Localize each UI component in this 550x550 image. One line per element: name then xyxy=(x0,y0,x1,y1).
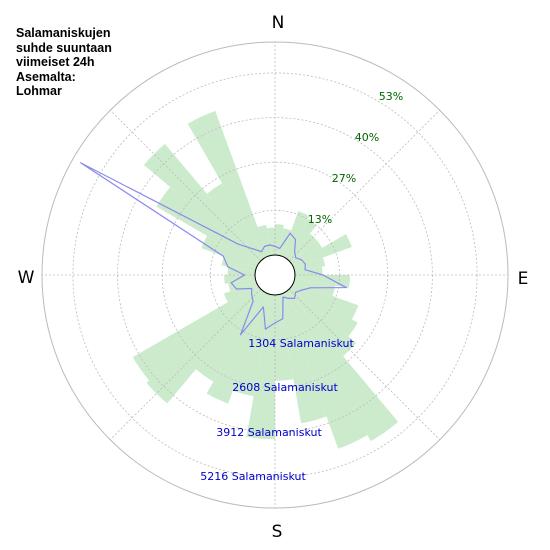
strike-point xyxy=(293,297,296,299)
strike-point xyxy=(251,287,253,290)
strike-point xyxy=(263,245,266,247)
grid-spoke xyxy=(109,288,262,441)
rose-sector xyxy=(281,211,310,258)
title-line: viimeiset 24h xyxy=(16,55,95,69)
rose-sector xyxy=(156,187,260,265)
strike-point xyxy=(279,247,281,250)
strike-point xyxy=(282,296,284,298)
rose-sector xyxy=(294,275,350,289)
strike-point xyxy=(237,243,239,245)
rose-sector xyxy=(221,256,257,272)
strike-point xyxy=(295,257,297,259)
strike-point xyxy=(243,274,246,276)
strike-point xyxy=(294,238,297,241)
title-line: Salamaniskujen xyxy=(16,26,111,40)
strike-point xyxy=(264,328,267,330)
strike-point xyxy=(251,293,253,296)
count-tick-label: 3912 Salamaniskut xyxy=(216,426,322,439)
strike-point xyxy=(227,266,229,268)
title-line: Asemalta: xyxy=(16,69,76,84)
direction-label-s: S xyxy=(272,522,283,542)
percent-tick-label: 13% xyxy=(308,213,332,226)
strike-point xyxy=(274,245,276,247)
count-tick-label: 2608 Salamaniskut xyxy=(232,381,338,394)
title-line: suhde suuntaan xyxy=(16,40,112,55)
rose-sector xyxy=(246,294,275,440)
chart-title: Salamaniskujen suhde suuntaan viimeiset … xyxy=(16,26,176,99)
strike-point xyxy=(295,291,297,293)
strike-point xyxy=(304,269,306,271)
count-tick-label: 5216 Salamaniskut xyxy=(200,470,306,483)
rose-sector xyxy=(278,293,327,424)
rose-sector xyxy=(287,287,357,357)
rose-sector xyxy=(292,234,352,269)
strike-point xyxy=(274,322,276,324)
strike-point xyxy=(262,306,264,308)
strike-point xyxy=(230,282,232,284)
strike-point xyxy=(80,162,82,164)
percent-tick-label: 53% xyxy=(379,90,403,103)
rose-sector xyxy=(132,285,260,381)
rose-sector xyxy=(281,292,368,449)
grid-spoke xyxy=(288,109,441,262)
strike-point xyxy=(322,274,324,276)
rose-sector xyxy=(187,110,269,258)
direction-label-w: W xyxy=(18,268,35,288)
rose-sector xyxy=(266,227,275,256)
strike-point xyxy=(239,334,242,336)
strike-point xyxy=(287,297,290,299)
grid-spoke xyxy=(109,109,262,262)
direction-label-n: N xyxy=(272,13,285,33)
strike-point xyxy=(252,248,254,250)
strike-point xyxy=(309,287,311,289)
rose-sector xyxy=(290,285,358,337)
rose-sector xyxy=(224,275,256,284)
rose-sector xyxy=(293,257,326,272)
rose-sector xyxy=(285,219,317,260)
strike-point xyxy=(300,259,302,261)
rose-sector xyxy=(201,235,258,269)
strike-point xyxy=(304,263,306,265)
strike-point xyxy=(260,251,263,253)
rose-sector xyxy=(223,281,258,303)
percent-tick-label: 27% xyxy=(332,172,356,185)
strike-point xyxy=(282,318,284,320)
rose-sector xyxy=(206,183,265,260)
grid-ring xyxy=(72,72,478,478)
rose-sector xyxy=(257,224,272,257)
title-line: Lohmar xyxy=(16,84,62,98)
rose-sector xyxy=(278,228,292,257)
strike-point xyxy=(252,300,254,302)
strike-point xyxy=(289,232,291,234)
direction-label-e: E xyxy=(518,269,529,289)
strike-layer xyxy=(80,162,347,336)
rose-sector xyxy=(227,266,256,275)
count-tick-label: 1304 Salamaniskut xyxy=(248,337,354,350)
strike-point xyxy=(222,255,224,257)
polar-grid xyxy=(41,41,509,509)
strike-point xyxy=(345,286,347,289)
rose-sector xyxy=(292,281,359,320)
percent-tick-label: 40% xyxy=(355,131,379,144)
strike-point xyxy=(235,288,238,290)
rose-sector xyxy=(275,294,294,381)
strike-point xyxy=(293,251,296,253)
rose-sector xyxy=(232,293,272,397)
grid-spoke xyxy=(288,288,441,441)
rose-sector xyxy=(195,290,265,382)
center-hole xyxy=(254,254,296,296)
strike-point xyxy=(269,244,271,246)
strike-point xyxy=(300,289,302,291)
